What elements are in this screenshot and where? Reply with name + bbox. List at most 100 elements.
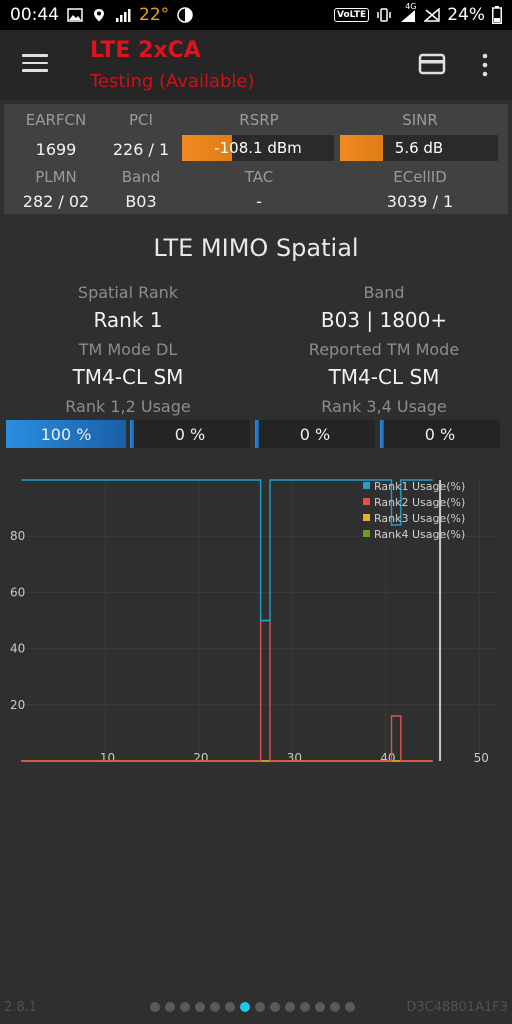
page-dot[interactable] bbox=[300, 1002, 310, 1012]
pci-value: 226 / 1 bbox=[112, 140, 170, 159]
reported-tm-label: Reported TM Mode bbox=[308, 340, 460, 359]
tac-value: - bbox=[256, 192, 262, 211]
rank1-usage-value: 100 % bbox=[40, 424, 92, 444]
gallery-icon bbox=[67, 8, 83, 22]
y-tick-label: 40 bbox=[10, 642, 25, 656]
sinr-meter: 5.6 dB bbox=[340, 135, 498, 161]
clock: 00:44 bbox=[10, 5, 59, 25]
page-dot[interactable] bbox=[270, 1002, 280, 1012]
plmn-label: PLMN bbox=[35, 168, 77, 186]
band-value: B03 bbox=[125, 192, 157, 211]
battery-percent: 24% bbox=[447, 5, 485, 25]
ecellid-label: ECellID bbox=[393, 168, 447, 186]
volte-badge: VoLTE bbox=[334, 8, 370, 22]
legend-label: Rank3 Usage(%) bbox=[374, 512, 465, 525]
band-label: Band bbox=[121, 168, 161, 186]
y-tick-label: 80 bbox=[10, 529, 25, 543]
band-value: B03 | 1800+ bbox=[320, 308, 448, 332]
app-title: LTE 2xCA bbox=[90, 38, 201, 63]
page-dot[interactable] bbox=[315, 1002, 325, 1012]
rank1-usage-bar: 100 % bbox=[6, 420, 126, 448]
rank3-usage-value: 0 % bbox=[299, 424, 331, 444]
legend-swatch bbox=[363, 482, 370, 489]
x-tick-label: 50 bbox=[474, 751, 489, 765]
legend-swatch bbox=[363, 514, 370, 521]
sinr-value: 5.6 dB bbox=[394, 139, 444, 157]
vibrate-icon bbox=[377, 8, 391, 22]
signal-strength-icon bbox=[401, 10, 416, 22]
battery-icon bbox=[492, 6, 502, 24]
page-dot[interactable] bbox=[240, 1002, 250, 1012]
rank2-usage-value: 0 % bbox=[174, 424, 206, 444]
rsrp-meter-fill bbox=[182, 135, 233, 161]
rank4-usage-value: 0 % bbox=[424, 424, 456, 444]
x-tick-label: 30 bbox=[287, 751, 302, 765]
page-indicator[interactable] bbox=[150, 1002, 355, 1012]
page-dot[interactable] bbox=[255, 1002, 265, 1012]
rank3-usage-bar: 0 % bbox=[255, 420, 375, 448]
rank4-usage-bar: 0 % bbox=[380, 420, 500, 448]
band-label: Band bbox=[363, 283, 405, 302]
page-dot[interactable] bbox=[285, 1002, 295, 1012]
rank4-usage-fill bbox=[380, 420, 384, 448]
network-type: 4G bbox=[405, 2, 417, 11]
rank12-usage-label: Rank 1,2 Usage bbox=[65, 397, 191, 416]
series-line bbox=[21, 479, 433, 622]
rank-usage-chart: 10 20 30 40 50 20 40 60 80 Rank1 Usage(%) Rank2 Us… bbox=[10, 479, 498, 765]
y-tick-label: 20 bbox=[10, 698, 25, 712]
network-indicator: 4G bbox=[399, 2, 417, 23]
rsrp-meter: -108.1 dBm bbox=[182, 135, 334, 161]
tac-label: TAC bbox=[244, 168, 274, 186]
page-dot[interactable] bbox=[150, 1002, 160, 1012]
x-tick-label: 40 bbox=[380, 751, 395, 765]
legend-label: Rank1 Usage(%) bbox=[374, 480, 465, 493]
series-line bbox=[21, 619, 433, 762]
earfcn-label: EARFCN bbox=[25, 111, 87, 129]
rank2-usage-fill bbox=[130, 420, 134, 448]
tm-mode-dl-label: TM Mode DL bbox=[78, 340, 178, 359]
legend-swatch bbox=[363, 530, 370, 537]
no-signal-icon bbox=[424, 8, 440, 22]
page-dot[interactable] bbox=[225, 1002, 235, 1012]
rsrp-label: RSRP bbox=[239, 111, 279, 129]
rsrp-value: -108.1 dBm bbox=[214, 139, 302, 157]
page-dot[interactable] bbox=[330, 1002, 340, 1012]
ecellid-value: 3039 / 1 bbox=[386, 192, 454, 211]
sinr-label: SINR bbox=[402, 111, 438, 129]
app-subtitle: Testing (Available) bbox=[90, 71, 255, 92]
plmn-value: 282 / 02 bbox=[22, 192, 90, 211]
spatial-rank-label: Spatial Rank bbox=[77, 283, 179, 302]
cell-info-panel: EARFCN PCI RSRP SINR 1699 226 / 1 -108.1… bbox=[4, 104, 508, 214]
app-bar: LTE 2xCA Testing (Available) bbox=[0, 30, 512, 100]
page-dot[interactable] bbox=[180, 1002, 190, 1012]
rank2-usage-bar: 0 % bbox=[130, 420, 250, 448]
mimo-title: LTE MIMO Spatial bbox=[153, 234, 359, 262]
app-version: 2.8.1 bbox=[4, 1000, 38, 1015]
sinr-meter-fill bbox=[340, 135, 383, 161]
x-tick-label: 10 bbox=[100, 751, 115, 765]
page-dot[interactable] bbox=[195, 1002, 205, 1012]
location-icon bbox=[94, 9, 104, 22]
page-dot[interactable] bbox=[345, 1002, 355, 1012]
legend-label: Rank4 Usage(%) bbox=[374, 528, 465, 541]
rank34-usage-label: Rank 3,4 Usage bbox=[321, 397, 447, 416]
reported-tm-value: TM4-CL SM bbox=[328, 365, 440, 389]
signal-icon bbox=[116, 9, 131, 22]
weather-icon bbox=[177, 7, 193, 23]
pci-label: PCI bbox=[129, 111, 153, 129]
y-tick-label: 60 bbox=[10, 585, 25, 599]
earfcn-value: 1699 bbox=[35, 140, 77, 159]
spatial-rank-value: Rank 1 bbox=[93, 308, 163, 332]
device-id: D3C48801A1F3 bbox=[406, 1000, 508, 1015]
rank3-usage-fill bbox=[255, 420, 259, 448]
legend-label: Rank2 Usage(%) bbox=[374, 496, 465, 509]
tm-mode-dl-value: TM4-CL SM bbox=[72, 365, 184, 389]
x-tick-label: 20 bbox=[193, 751, 208, 765]
temperature: 22° bbox=[139, 5, 170, 25]
page-dot[interactable] bbox=[210, 1002, 220, 1012]
card-icon[interactable] bbox=[418, 52, 446, 76]
more-vert-icon[interactable] bbox=[478, 52, 492, 78]
menu-icon[interactable] bbox=[22, 54, 48, 74]
page-dot[interactable] bbox=[165, 1002, 175, 1012]
status-bar: 00:44 22° VoLTE 4G 24% bbox=[0, 0, 512, 30]
